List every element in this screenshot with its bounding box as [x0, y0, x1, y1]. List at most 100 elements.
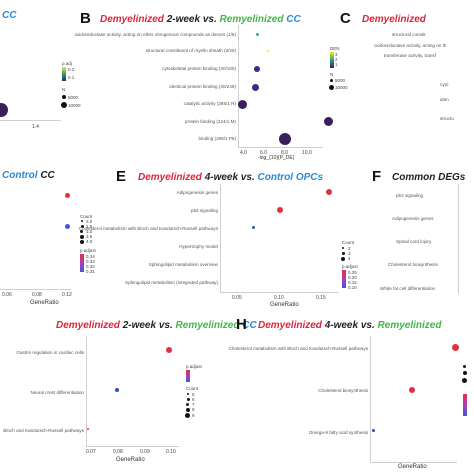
- panel-g-dot: [87, 428, 89, 430]
- panel-g-legend-dot: [187, 393, 189, 395]
- panel-b-gradient: [330, 52, 334, 68]
- panel-e-legend-dot: [341, 257, 345, 261]
- panel-b-term: structural constituent of myelin sheath …: [145, 48, 236, 53]
- panel-b-dot: [238, 100, 247, 109]
- panel-g-title: Demyelinized 2-week vs. Remyelinized CC: [56, 320, 257, 331]
- panel-g: Demyelinized 2-week vs. Remyelinized CC …: [3, 320, 257, 463]
- panel-g-gradient: [186, 370, 190, 382]
- panel-b-dot: [267, 50, 269, 52]
- panel-b: B Demyelinized 2-week vs. Remyelinized C…: [74, 10, 348, 161]
- panel-b-term: binding (289/1 P5): [198, 136, 236, 141]
- panel-h-letter: H: [236, 316, 247, 333]
- panel-h-xlabel: GeneRatio: [398, 464, 427, 470]
- panel-b-plot: [238, 25, 323, 148]
- panel-a-legend-dot-small: [62, 95, 66, 99]
- panel-a-title: CC: [2, 10, 17, 21]
- panel-e: E Demyelinized 4-week vs. Control OPCs A…: [78, 168, 358, 308]
- panel-a-legend-title: p.adj: [62, 61, 72, 66]
- panel-h-term: Cholesterol biosynthesis: [318, 388, 368, 393]
- panel-e-term: Sphingolipid metabolism overview: [148, 262, 218, 267]
- panel-d-legend-dot: [80, 230, 83, 233]
- panel-g-term: Bloch and Kandutsch-Russell pathways: [3, 428, 84, 433]
- panel-g-xtick: 0.07: [86, 449, 96, 455]
- panel-b-dot: [324, 117, 333, 126]
- panel-b-letter: B: [80, 10, 91, 27]
- panel-d-legend-dot: [81, 225, 84, 228]
- panel-b-xlabel: -log_{10}(P_DE): [258, 155, 295, 161]
- panel-c-term: oxidoreductase activity, acting on th: [374, 43, 447, 48]
- panel-e-letter: E: [116, 168, 127, 185]
- panel-g-legend-dot: [186, 403, 189, 406]
- panel-b-xtick: 8.0: [281, 150, 288, 156]
- panel-f-title: Common DEGs: [392, 172, 466, 183]
- panel-f-plot: [458, 184, 474, 294]
- panel-g-legend-dot: [186, 408, 190, 412]
- panel-f-term: Spinal cord injury: [396, 239, 432, 244]
- panel-d-dot: [65, 193, 70, 198]
- panel-h-legend-dot: [463, 371, 467, 375]
- panel-f-term: White fat cell differentiation: [380, 286, 436, 291]
- panel-b-xtick: 4.0: [240, 150, 247, 156]
- panel-a: CC 1.4 p.adj 0.2 0.1 N 5000 10000: [0, 0, 81, 160]
- panel-e-dot: [277, 207, 283, 213]
- panel-a-plot: [0, 25, 61, 121]
- panel-h-legend-dot: [462, 378, 467, 383]
- panel-c-term: iden: [440, 97, 449, 102]
- panel-g-legend-dot: [187, 398, 190, 401]
- panel-b-legend-dot-large: [329, 85, 334, 90]
- panel-g-legend-dot: [185, 413, 190, 418]
- panel-c-term: structu: [440, 116, 454, 121]
- panel-d-legend-dot: [80, 240, 84, 244]
- panel-e-legend-dot: [342, 247, 344, 249]
- panel-d-title: Control CC: [2, 170, 55, 181]
- panel-b-title: Demyelinized 2-week vs. Remyelinized CC: [100, 14, 301, 25]
- panel-b-xtick: 10.0: [302, 150, 312, 156]
- panel-e-dot: [326, 189, 332, 195]
- panel-e-xtick: 0.15: [316, 295, 326, 301]
- panel-g-xtick: 0.08: [113, 449, 123, 455]
- panel-c-letter: C: [340, 10, 351, 27]
- panel-b-xtick: 6.0: [260, 150, 267, 156]
- panel-e-term: Sphingolipid metabolism (integrated path…: [125, 280, 218, 285]
- panel-d-legend-dot: [80, 235, 84, 239]
- panel-d-plot: [0, 184, 71, 290]
- panel-h-dot: [372, 429, 375, 432]
- panel-g-term: Neural crest differentiation: [30, 390, 84, 395]
- panel-e-gradient: [342, 270, 346, 288]
- panel-f-term: p53 signaling: [396, 193, 424, 198]
- panel-c-title: Demyelinized: [362, 14, 426, 25]
- panel-e-term: Hypertrophy model: [179, 244, 218, 249]
- panel-e-term: Cholesterol metabolism with Bloch and Ka…: [78, 226, 218, 231]
- panel-h-dot: [452, 344, 459, 351]
- panel-a-xtick: 1.4: [32, 124, 39, 130]
- panel-d-xlabel: GeneRatio: [30, 300, 59, 306]
- panel-d-gradient: [80, 254, 84, 272]
- panel-e-xlabel: GeneRatio: [270, 302, 299, 308]
- panel-h-title: Demyelinized 4-week vs. Remyelinized: [258, 320, 442, 331]
- panel-b-term: catalytic activity (285/1 R): [183, 101, 236, 106]
- panel-e-term: Adipogenesis genes: [176, 190, 218, 195]
- panel-h-gradient: [463, 394, 467, 416]
- panel-c-term: transferase activity, transf: [384, 53, 436, 58]
- panel-g-xtick: 0.10: [166, 449, 176, 455]
- panel-g-xlabel: GeneRatio: [116, 457, 145, 463]
- panel-e-xtick: 0.05: [232, 295, 242, 301]
- panel-c-term: structural constit: [392, 32, 426, 37]
- panel-b-term: identical protein binding (40/249): [169, 84, 236, 89]
- panel-e-term: p53 signaling: [190, 208, 218, 213]
- panel-f-term: Adipogenesis genes: [392, 216, 434, 221]
- panel-c-term: cyto: [440, 82, 449, 87]
- panel-c: C Demyelinized structural constit oxidor…: [340, 0, 474, 160]
- panel-d-legend-dot: [81, 220, 83, 222]
- panel-b-legend-dot-small: [330, 79, 333, 82]
- panel-g-plot: [86, 336, 179, 447]
- panel-e-plot: [220, 184, 339, 293]
- panel-d-xtick: 0.06: [2, 292, 12, 298]
- panel-b-term: oxidoreductase activity, acting on other…: [74, 32, 236, 37]
- panel-d-dot: [65, 224, 70, 229]
- panel-h: H Demyelinized 4-week vs. Remyelinized C…: [229, 312, 474, 474]
- panel-d: Control CC 0.06 0.08 0.12 GeneRatio Coun…: [0, 160, 110, 310]
- panel-e-title: Demyelinized 4-week vs. Control OPCs: [138, 172, 324, 183]
- panel-h-dot: [409, 387, 415, 393]
- panel-e-legend-dot: [342, 252, 345, 255]
